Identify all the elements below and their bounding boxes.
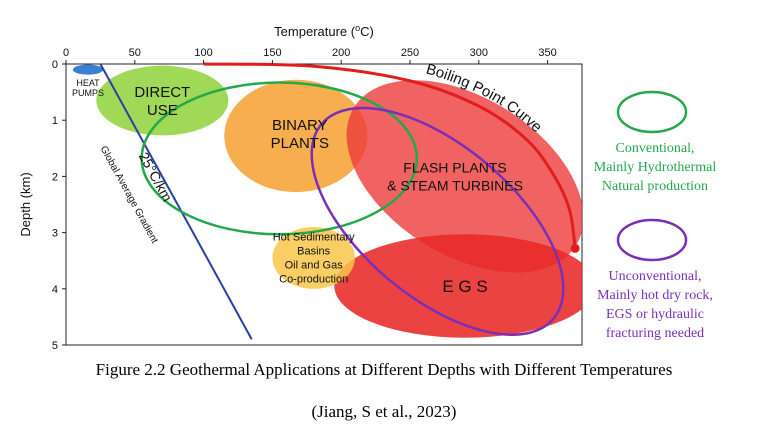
zone-label-sedimentary: Hot Sedimentary xyxy=(273,232,355,244)
boiling-point-end-dot xyxy=(570,243,580,253)
y-tick-label: 2 xyxy=(52,171,58,183)
y-axis-title: Depth (km) xyxy=(18,172,33,236)
y-tick-label: 5 xyxy=(52,340,58,352)
x-tick-label: 350 xyxy=(538,47,556,59)
boiling-point-curve xyxy=(203,62,577,249)
zone-egs xyxy=(334,234,582,338)
figure-caption: Figure 2.2 Geothermal Applications at Di… xyxy=(95,360,673,379)
zone-label-heat-pumps: PUMPS xyxy=(72,88,104,98)
gradient-label-rate: 25°C/km xyxy=(136,149,176,204)
x-tick-label: 150 xyxy=(263,47,281,59)
legend-label-2: fracturing needed xyxy=(606,326,704,341)
outline-conventional xyxy=(140,81,419,236)
x-tick-label: 0 xyxy=(63,47,69,59)
legend-label-1: Natural production xyxy=(602,179,708,194)
legend-label-1: Conventional, xyxy=(616,141,695,156)
zone-label-heat-pumps: HEAT xyxy=(76,78,100,88)
x-tick-label: 200 xyxy=(332,47,350,59)
zone-label-binary-plants: PLANTS xyxy=(271,135,329,152)
y-tick-label: 1 xyxy=(52,115,58,127)
zone-label-egs: E G S xyxy=(442,277,487,296)
legend-label-2: Mainly hot dry rock, xyxy=(597,288,713,303)
zone-label-direct-use: USE xyxy=(147,102,178,119)
figure-citation: (Jiang, S et al., 2023) xyxy=(311,402,457,421)
zone-label-flash-plants: & STEAM TURBINES xyxy=(387,177,523,193)
x-axis-title: Temperature (oC) xyxy=(274,23,374,39)
zone-label-binary-plants: BINARY xyxy=(272,117,328,134)
legend-label-2: Unconventional, xyxy=(609,269,702,284)
zone-heat-pumps xyxy=(72,64,104,75)
x-tick-label: 100 xyxy=(194,47,212,59)
zone-sedimentary xyxy=(272,226,355,289)
y-tick-label: 0 xyxy=(52,59,58,71)
x-tick-label: 50 xyxy=(129,47,141,59)
zone-label-flash-plants: FLASH PLANTS xyxy=(403,159,506,175)
zone-label-direct-use: DIRECT xyxy=(134,84,190,101)
y-tick-label: 3 xyxy=(52,228,58,240)
x-tick-label: 250 xyxy=(401,47,419,59)
y-tick-label: 4 xyxy=(52,284,58,296)
legend-label-2: EGS or hydraulic xyxy=(606,307,704,322)
x-tick-label: 300 xyxy=(470,47,488,59)
legend-label-1: Mainly Hydrothermal xyxy=(594,160,717,175)
zone-label-sedimentary: Basins xyxy=(297,246,331,258)
outline-unconventional xyxy=(310,106,565,336)
zone-binary-plants xyxy=(224,79,368,193)
zone-label-sedimentary: Co-production xyxy=(279,274,348,286)
plot-content xyxy=(72,64,582,340)
legend-swatch-1 xyxy=(616,90,688,134)
gradient-line xyxy=(99,64,253,340)
zone-label-sedimentary: Oil and Gas xyxy=(285,260,344,272)
legend-swatch-2 xyxy=(616,218,688,262)
